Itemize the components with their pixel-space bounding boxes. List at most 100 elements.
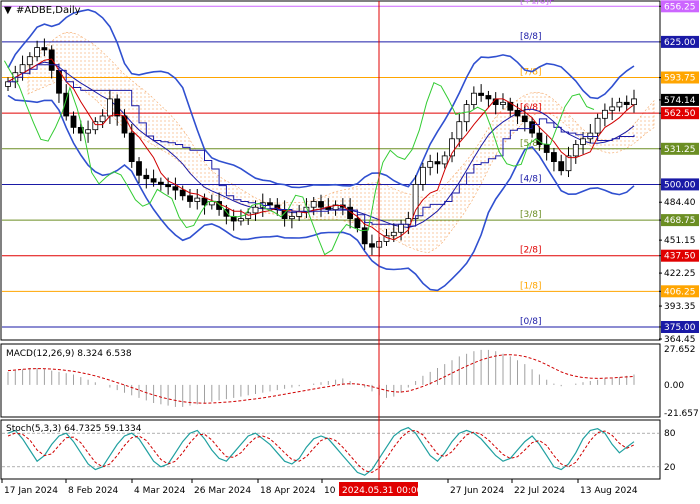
price-badge-bg — [661, 71, 699, 84]
candle — [143, 168, 150, 189]
candle-body — [463, 104, 470, 123]
price-badge: 593.75 — [661, 71, 699, 84]
candle — [543, 135, 550, 161]
candle-body — [252, 206, 259, 214]
price-axis: 656.25 625.00 593.75 574.14 562.50 531.25 500.… — [659, 0, 699, 345]
candle-body — [267, 202, 273, 206]
candle-body — [114, 98, 121, 117]
candle — [631, 89, 637, 113]
candle-body — [587, 132, 594, 140]
date-tick-label: 22 Jul 2024 — [514, 486, 565, 496]
stoch-signal-line — [7, 429, 635, 473]
price-badge: 468.75 — [661, 214, 699, 227]
price-badge: 656.25 — [661, 0, 699, 12]
price-badge: 406.25 — [661, 285, 699, 298]
candle — [536, 126, 543, 151]
price-badge: 437.50 — [661, 249, 699, 262]
candle — [34, 40, 40, 62]
candle — [63, 84, 70, 121]
candle-body — [143, 174, 150, 180]
macd-label: MACD(12,26,9) 8.324 6.538 — [6, 349, 132, 359]
candle-body — [310, 201, 317, 208]
candle — [492, 92, 499, 115]
candle-body — [19, 64, 26, 74]
candle-body — [507, 101, 514, 111]
candle — [41, 38, 48, 57]
candle-body — [194, 197, 201, 202]
candle — [419, 162, 426, 191]
candle — [85, 120, 91, 143]
vertical-marker-badge — [339, 482, 418, 496]
price-tick-label: 364.45 — [664, 335, 696, 345]
candle-body — [623, 101, 630, 106]
candle-body — [318, 201, 324, 208]
murrey-level-label: [0/8] — [520, 317, 542, 327]
candle — [587, 124, 594, 144]
stoch-main-line — [7, 426, 635, 476]
macd-tick-label: 27.652 — [664, 345, 696, 355]
candle-body — [34, 47, 40, 58]
price-badge: 562.50 — [661, 107, 699, 120]
candle-body — [398, 223, 405, 233]
price-badge-label: 574.14 — [664, 96, 696, 106]
candle — [165, 177, 172, 195]
candle-body — [128, 132, 135, 163]
candle-body — [565, 155, 572, 172]
tenkan-line — [7, 58, 635, 241]
candle — [565, 146, 572, 178]
candle-body — [602, 109, 608, 119]
candle — [230, 209, 237, 231]
candle-body — [456, 121, 463, 140]
candle-body — [492, 98, 499, 106]
macd-signal-line — [7, 354, 635, 404]
candle-body — [419, 166, 426, 185]
candle — [128, 124, 135, 168]
candle-body — [223, 209, 230, 217]
candle — [470, 86, 477, 110]
candle-body — [107, 98, 113, 117]
price-tick-label: 393.35 — [664, 302, 696, 312]
candle-body — [237, 218, 244, 222]
candle — [514, 103, 521, 125]
candle — [369, 234, 375, 256]
candle — [485, 90, 492, 107]
candle — [594, 113, 601, 140]
candle-body — [521, 115, 528, 123]
price-badge: 375.00 — [661, 321, 699, 333]
price-badge-bg — [661, 35, 699, 48]
candle — [48, 45, 55, 79]
candle-body — [572, 144, 579, 157]
candle — [427, 154, 434, 176]
candle-body — [485, 95, 492, 100]
candle — [623, 95, 630, 111]
candle-body — [245, 212, 252, 219]
price-badge-bg — [661, 93, 699, 106]
candle-body — [5, 81, 11, 87]
candle — [5, 77, 11, 91]
candle-body — [434, 161, 441, 165]
candle-body — [543, 144, 550, 153]
candle-body — [405, 218, 412, 225]
candle-body — [580, 138, 586, 145]
candle — [602, 103, 608, 127]
price-badge-label: 500.00 — [664, 180, 696, 190]
price-badge-bg — [661, 0, 699, 13]
macd-indicator: 27.652 0.00 -21.657 — [7, 345, 699, 419]
murrey-level-label: [3/8] — [520, 210, 542, 220]
stoch-panel-frame — [0, 419, 661, 480]
candle-body — [208, 201, 215, 206]
bollinger-upper-band — [7, 8, 635, 189]
macd-tick-label: 0.00 — [664, 381, 684, 391]
candle-body — [99, 115, 106, 123]
macd-panel-frame — [0, 343, 661, 418]
price-badge-bg — [661, 285, 699, 298]
price-tick-label: 451.15 — [664, 236, 696, 246]
price-tick-label: 484.40 — [664, 198, 696, 208]
vertical-marker-date: 2024.05.31 00:00 — [342, 486, 423, 496]
candle — [187, 189, 193, 208]
date-tick-label: 8 Feb 2024 — [68, 486, 119, 496]
candle — [572, 139, 579, 164]
candle — [441, 151, 448, 169]
date-tick-label: 27 Jun 2024 — [450, 486, 504, 496]
candle-body — [288, 215, 295, 220]
